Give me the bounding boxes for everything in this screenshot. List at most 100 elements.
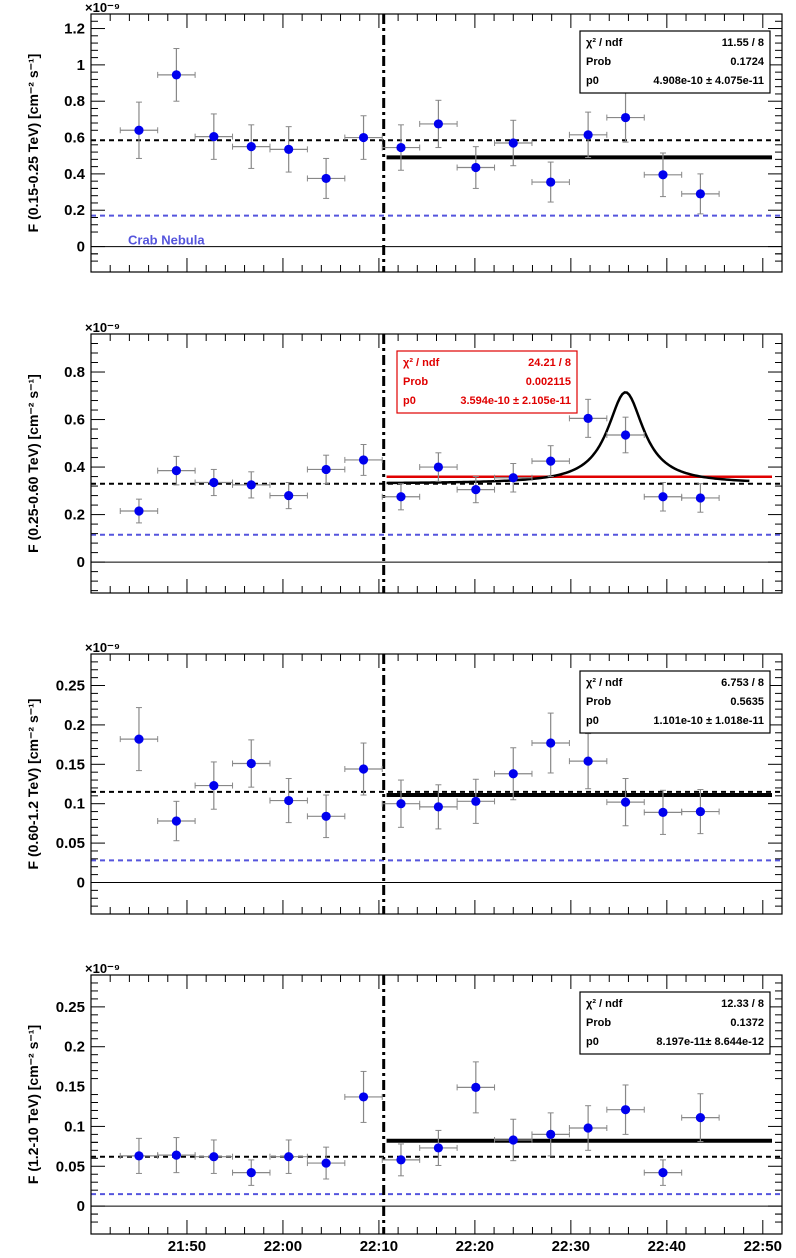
data-point-15 [643, 789, 683, 835]
data-point-7 [344, 115, 383, 160]
data-marker [246, 758, 256, 769]
data-point-10 [456, 1061, 496, 1114]
data-marker [546, 177, 556, 187]
data-marker [695, 493, 706, 503]
data-point-14 [606, 1084, 645, 1135]
data-point-2 [157, 1137, 196, 1174]
data-point-3 [194, 1139, 234, 1174]
data-marker [396, 799, 406, 809]
fit-stats-box: χ² / ndf 6.753 / 8 Prob 0.5635 p0 1.101e-10 ±… [579, 670, 771, 734]
data-point-9 [419, 452, 458, 482]
stats-row-name: Prob [403, 376, 428, 388]
data-marker [620, 112, 631, 123]
data-point-15 [643, 482, 683, 512]
y-tick-label: 0.2 [64, 202, 85, 219]
data-marker [246, 480, 256, 490]
y-tick-label: 0.6 [64, 130, 85, 147]
data-marker [209, 1152, 219, 1162]
data-marker [284, 1152, 294, 1162]
stats-row-value: 0.1372 [730, 1017, 764, 1029]
y-tick-label: 0.15 [56, 1079, 85, 1096]
data-point-16 [681, 173, 720, 215]
y-tick-label: 0 [77, 554, 85, 571]
panel-plot-area [91, 334, 782, 593]
stats-row-name: Prob [586, 696, 611, 708]
stats-row-name: χ² / ndf [586, 998, 623, 1010]
data-marker [471, 1082, 481, 1092]
data-marker [321, 173, 331, 184]
data-point-16 [681, 1093, 720, 1143]
stats-row-name: Prob [586, 1017, 611, 1029]
data-marker [695, 806, 706, 817]
data-marker [209, 477, 219, 488]
data-marker [321, 1158, 331, 1168]
data-point-5 [269, 1139, 308, 1174]
y-tick-label: 0.2 [64, 1039, 85, 1056]
data-marker [396, 1155, 406, 1165]
data-point-8 [381, 1143, 421, 1177]
stats-box-frame [579, 30, 771, 94]
stats-row-value: 6.753 / 8 [721, 677, 764, 689]
data-point-16 [681, 789, 720, 835]
data-marker [321, 811, 331, 821]
y-tick-label: 0 [77, 1198, 85, 1215]
y-tick-label: 0.25 [56, 999, 85, 1016]
panel-plot-area [91, 975, 782, 1234]
data-point-15 [643, 152, 683, 198]
data-point-11 [494, 119, 533, 167]
data-marker [134, 506, 144, 516]
data-marker [433, 802, 444, 812]
data-point-16 [681, 483, 720, 513]
data-marker [171, 1150, 181, 1160]
stats-row-name: Prob [586, 56, 611, 68]
data-marker [583, 413, 593, 423]
data-marker [471, 485, 481, 495]
data-point-15 [643, 1159, 683, 1186]
data-marker [358, 132, 369, 143]
data-marker [284, 490, 294, 501]
data-marker [358, 1092, 369, 1102]
x-tick-label: 22:30 [552, 1238, 590, 1253]
data-point-11 [494, 1118, 533, 1162]
y-tick-label: 0.8 [64, 364, 85, 381]
data-point-5 [269, 126, 308, 173]
data-point-8 [381, 124, 421, 171]
data-point-13 [568, 398, 608, 438]
data-marker [246, 1168, 256, 1178]
data-marker [134, 1151, 144, 1161]
data-point-6 [306, 794, 346, 839]
data-marker [358, 764, 369, 774]
data-marker [209, 132, 219, 142]
data-marker [396, 492, 406, 502]
stats-row-name: p0 [586, 715, 599, 727]
data-marker [695, 1113, 706, 1123]
data-marker [583, 756, 593, 766]
data-marker [171, 816, 181, 826]
data-point-14 [606, 777, 645, 827]
data-point-13 [568, 733, 608, 790]
data-marker [171, 70, 181, 80]
data-point-8 [381, 483, 421, 511]
fit-stats-box: χ² / ndf 12.33 / 8 Prob 0.1372 p0 8.197e-11± … [579, 991, 771, 1055]
data-point-2 [157, 800, 196, 842]
data-marker [246, 142, 256, 152]
data-point-1 [119, 498, 159, 524]
data-marker [546, 738, 556, 748]
data-marker [620, 797, 631, 807]
x-tick-label: 22:20 [456, 1238, 494, 1253]
data-marker [695, 189, 706, 199]
panel-2: 0 0.2 0.4 0.6 0.8 ×10⁻⁹ F (0.25-0.60 TeV) [cm⁻… [25, 320, 783, 594]
data-point-3 [194, 761, 234, 810]
data-point-6 [306, 157, 346, 199]
flare-fit-curve [386, 391, 750, 485]
data-marker [620, 430, 631, 440]
y-tick-label: 1 [77, 57, 85, 74]
x-tick-label: 22:00 [264, 1238, 302, 1253]
data-point-5 [269, 777, 308, 824]
data-point-10 [456, 778, 496, 824]
data-point-1 [119, 707, 159, 772]
data-point-4 [232, 739, 271, 788]
data-point-13 [568, 111, 608, 159]
data-marker [658, 492, 668, 502]
